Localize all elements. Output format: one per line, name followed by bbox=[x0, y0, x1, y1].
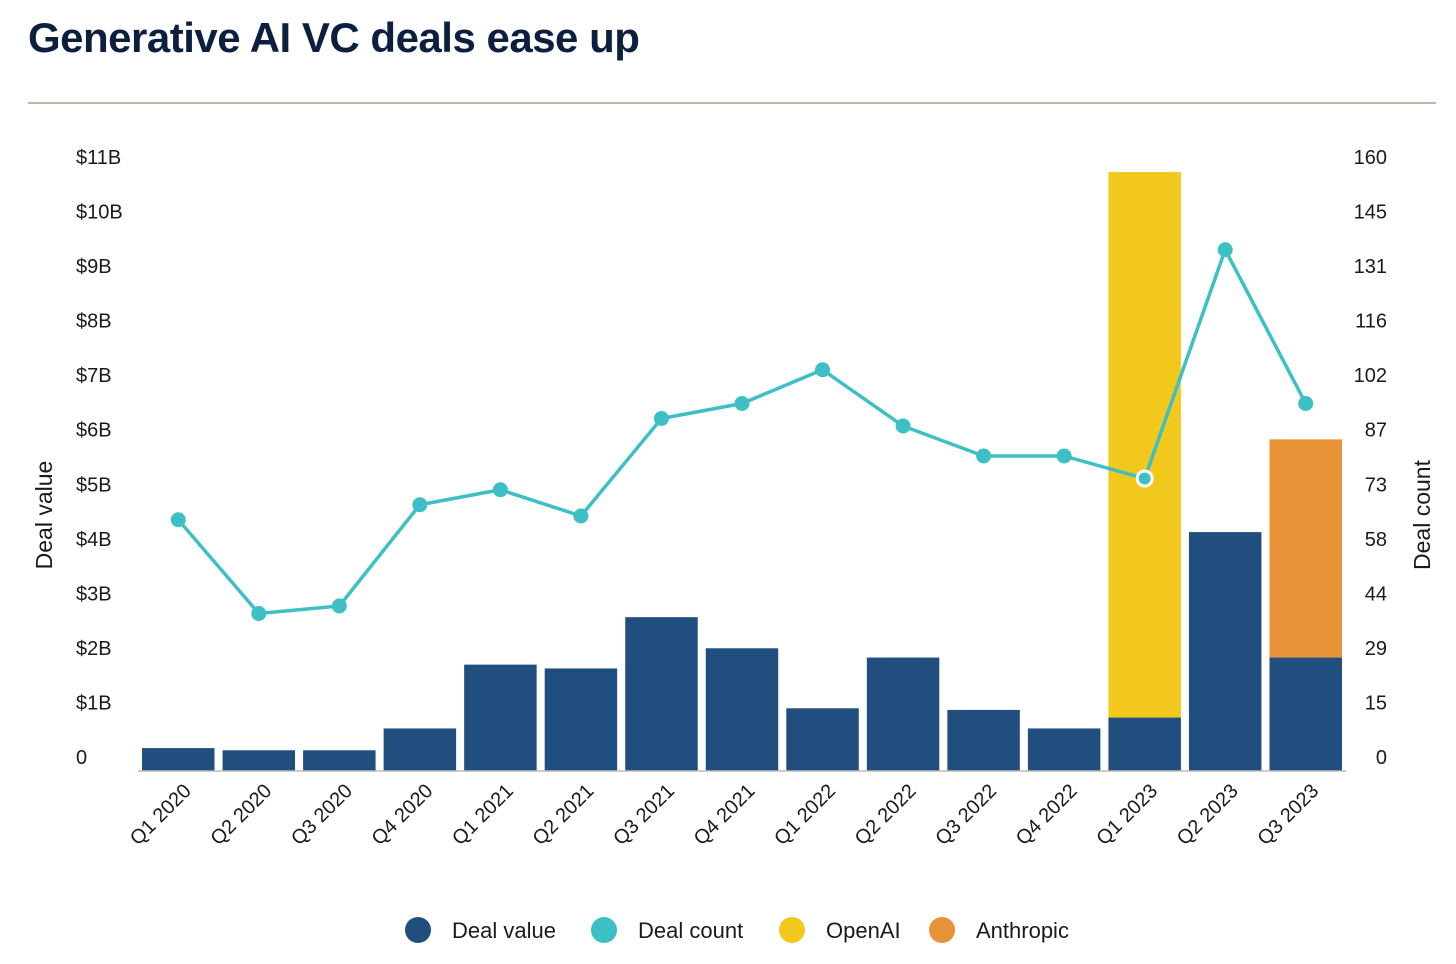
bar-deal-value bbox=[544, 668, 618, 771]
deal-count-point bbox=[815, 362, 831, 378]
left-axis-ticks: 0 $1B $2B $3B $4B $5B $6B $7B $8B $9B $10B $11B bbox=[76, 147, 123, 769]
y-right-tick-label: 102 bbox=[1354, 365, 1387, 387]
x-tick-label: Q2 2023 bbox=[1173, 780, 1243, 850]
x-tick-label: Q4 2022 bbox=[1012, 780, 1082, 850]
bar-deal-value bbox=[1188, 532, 1262, 771]
legend-item: Deal value bbox=[405, 917, 556, 943]
deal-count-point bbox=[1298, 396, 1314, 411]
x-tick-label: Q1 2020 bbox=[126, 780, 196, 850]
x-tick-label: Q2 2022 bbox=[851, 780, 921, 850]
y-left-tick-label: $8B bbox=[76, 311, 112, 333]
x-tick-label: Q2 2020 bbox=[207, 780, 277, 850]
deal-count-point bbox=[1056, 448, 1072, 464]
bar-deal-value bbox=[383, 728, 457, 771]
x-axis-ticks: Q1 2020 Q2 2020 Q3 2020 Q4 2020 Q1 2021 Q2 20… bbox=[126, 780, 1323, 850]
bar-deal-value bbox=[866, 657, 940, 771]
bar-deal-value bbox=[142, 748, 215, 771]
y-right-tick-label: 15 bbox=[1365, 692, 1387, 714]
bar-openai bbox=[1108, 172, 1181, 718]
y-left-tick-label: $3B bbox=[76, 583, 112, 605]
right-axis-ticks: 0 15 29 44 58 73 87 102 116 131 145 160 bbox=[1354, 147, 1387, 769]
bar-deal-value bbox=[222, 750, 296, 771]
bar-deal-value bbox=[705, 648, 779, 771]
bar-deal-value bbox=[1108, 717, 1181, 771]
legend-item: Deal count bbox=[591, 917, 743, 943]
y-left-tick-label: $6B bbox=[76, 420, 112, 442]
bar-deal-value bbox=[1269, 657, 1342, 771]
legend-swatch bbox=[779, 917, 805, 943]
legend-item: OpenAI bbox=[779, 917, 901, 943]
legend-label: Anthropic bbox=[976, 918, 1069, 943]
deal-count-point bbox=[734, 396, 750, 411]
x-tick-label: Q4 2021 bbox=[690, 780, 760, 850]
deal-count-point bbox=[1135, 469, 1154, 488]
bar-deal-value bbox=[947, 709, 1020, 771]
y-right-tick-label: 44 bbox=[1365, 583, 1387, 605]
deal-count-point bbox=[895, 418, 911, 434]
legend-label: Deal value bbox=[452, 918, 556, 943]
legend-swatch bbox=[591, 917, 617, 943]
x-tick-label: Q3 2021 bbox=[609, 780, 679, 850]
deal-count-line bbox=[170, 242, 1314, 621]
y-right-tick-label: 131 bbox=[1354, 256, 1387, 278]
x-tick-label: Q4 2020 bbox=[368, 780, 438, 850]
y-left-tick-label: $10B bbox=[76, 202, 123, 224]
y-left-tick-label: $11B bbox=[76, 147, 121, 169]
y-left-tick-label: 0 bbox=[76, 747, 87, 769]
chart-title: Generative AI VC deals ease up bbox=[28, 14, 640, 61]
y-right-tick-label: 73 bbox=[1365, 474, 1387, 496]
legend-item: Anthropic bbox=[929, 917, 1069, 943]
y-right-tick-label: 116 bbox=[1355, 311, 1387, 333]
y-left-tick-label: $1B bbox=[76, 692, 112, 714]
bar-deal-value bbox=[464, 664, 537, 771]
bar-deal-value bbox=[786, 708, 859, 771]
legend-swatch bbox=[405, 917, 431, 943]
deal-count-point bbox=[976, 448, 992, 464]
deal-count-point bbox=[653, 411, 669, 426]
y-axis-left-title: Deal value bbox=[31, 461, 57, 570]
x-tick-label: Q3 2020 bbox=[287, 780, 357, 850]
x-tick-label: Q2 2021 bbox=[529, 780, 599, 850]
bar-deal-value bbox=[303, 750, 376, 771]
y-left-tick-label: $7B bbox=[76, 365, 112, 387]
deal-count-point bbox=[573, 508, 589, 524]
deal-count-point bbox=[331, 598, 347, 614]
x-tick-label: Q3 2023 bbox=[1253, 780, 1323, 850]
y-right-tick-label: 145 bbox=[1354, 202, 1387, 224]
bar-anthropic bbox=[1269, 439, 1342, 658]
x-tick-label: Q3 2022 bbox=[931, 780, 1001, 850]
bar-deal-value bbox=[625, 617, 698, 771]
y-right-tick-label: 160 bbox=[1354, 147, 1387, 169]
legend-label: OpenAI bbox=[826, 918, 901, 943]
y-left-tick-label: $9B bbox=[76, 256, 112, 278]
y-right-tick-label: 87 bbox=[1365, 420, 1387, 442]
deal-count-point bbox=[412, 497, 428, 513]
bar-deal-value bbox=[1027, 728, 1101, 771]
x-tick-label: Q1 2022 bbox=[770, 780, 840, 850]
y-right-tick-label: 0 bbox=[1376, 747, 1387, 769]
y-right-tick-label: 58 bbox=[1365, 529, 1387, 551]
deal-count-point bbox=[492, 482, 508, 498]
bars bbox=[142, 172, 1342, 771]
deal-count-point bbox=[251, 606, 267, 621]
title-divider bbox=[28, 102, 1436, 104]
y-left-tick-label: $2B bbox=[76, 638, 112, 660]
y-axis-right-title: Deal count bbox=[1409, 459, 1435, 570]
legend: Deal value Deal count OpenAI Anthropic bbox=[405, 917, 1069, 943]
x-tick-label: Q1 2021 bbox=[448, 780, 518, 850]
y-left-tick-label: $4B bbox=[76, 529, 112, 551]
y-right-tick-label: 29 bbox=[1365, 638, 1387, 660]
legend-swatch bbox=[929, 917, 955, 943]
deal-count-point bbox=[1217, 242, 1233, 258]
legend-label: Deal count bbox=[638, 918, 743, 943]
y-left-tick-label: $5B bbox=[76, 474, 112, 496]
deal-count-point bbox=[170, 512, 186, 528]
x-tick-label: Q1 2023 bbox=[1092, 780, 1162, 850]
